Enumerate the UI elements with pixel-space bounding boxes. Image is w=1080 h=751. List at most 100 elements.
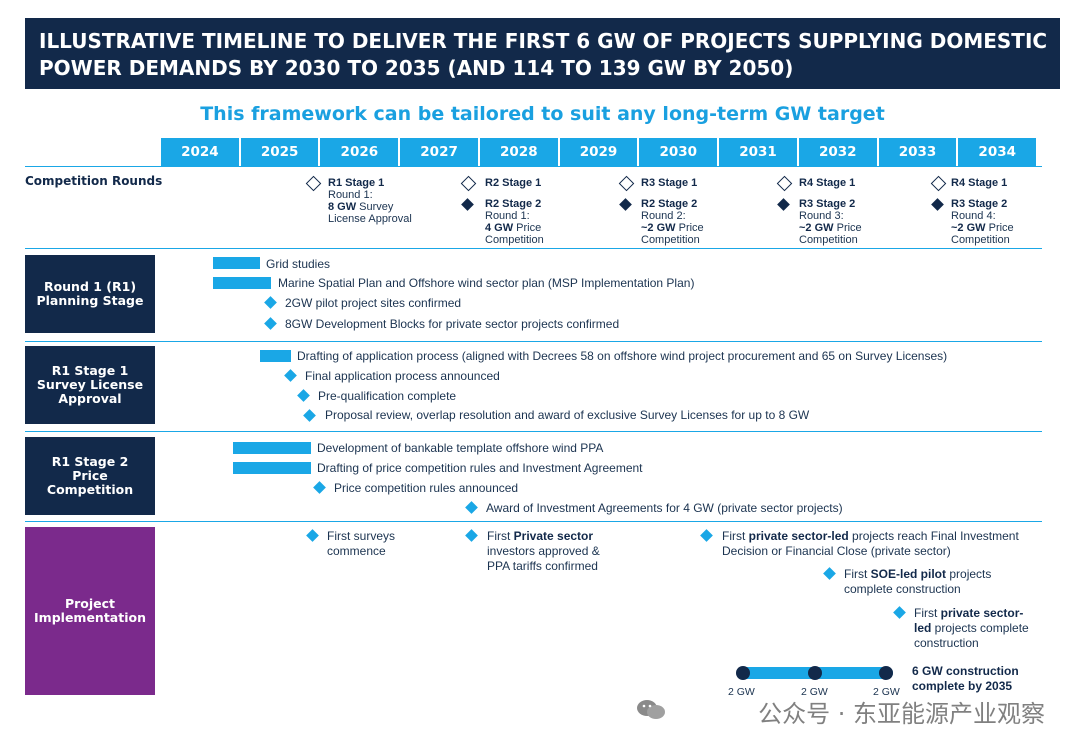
text-bold: led (914, 621, 932, 635)
round-label: Round 3: (799, 210, 844, 222)
wechat-icon (637, 700, 665, 719)
round-gw: ~2 GW (641, 222, 676, 234)
open-diamond-icon (930, 175, 947, 192)
row-label-text: R1 Stage 2 Price Competition (46, 454, 134, 497)
round-stage1: R4 Stage 1 (951, 177, 1008, 189)
header-banner: ILLUSTRATIVE TIMELINE TO DELIVER THE FIR… (25, 18, 1060, 89)
milestone-diamond-icon (823, 567, 836, 580)
open-diamond-icon (618, 175, 635, 192)
gw-label: 2 GW (728, 686, 755, 698)
milestone-diamond-icon (297, 389, 310, 402)
round-stage2: R3 Stage 2 (799, 198, 856, 210)
text-span: First (914, 606, 941, 620)
gw-label: 2 GW (873, 686, 900, 698)
final-target: 6 GW construction complete by 2035 (912, 664, 1019, 694)
item-first-surveys: First surveys commence (327, 529, 395, 559)
round-stage2: R3 Stage 2 (951, 198, 1008, 210)
text-line: First surveys (327, 529, 396, 543)
round-2034: R4 Stage 1 R3 Stage 2 Round 4: ~2 GW Pri… (951, 177, 1014, 246)
text-span: First (844, 567, 871, 581)
solid-diamond-icon (461, 198, 474, 211)
item-drafting-application: Drafting of application process (aligned… (297, 349, 948, 363)
subtitle: This framework can be tailored to suit a… (200, 103, 885, 125)
text-line: complete construction (844, 582, 961, 596)
round-price: Price (833, 222, 862, 234)
r1-survey: Survey (356, 201, 394, 213)
milestone-diamond-icon (306, 529, 319, 542)
gw-dot (736, 666, 750, 680)
round-stage1: R4 Stage 1 (799, 177, 856, 189)
round-stage1: R2 Stage 1 (485, 177, 542, 189)
text-line: construction (914, 636, 979, 650)
year-2026: 2026 (320, 138, 401, 166)
row-label-text: R1 Stage 1 Survey License Approval (36, 363, 144, 406)
bar-ppa-template (233, 442, 311, 454)
item-proposal-review: Proposal review, overlap resolution and … (325, 408, 810, 422)
item-fid: First private sector-led projects reach … (722, 529, 1019, 559)
item-8gw-blocks: 8GW Development Blocks for private secto… (285, 317, 620, 331)
bar-price-rules (233, 462, 311, 474)
milestone-diamond-icon (465, 529, 478, 542)
year-2034: 2034 (958, 138, 1037, 166)
r1-gw: 8 GW (328, 201, 357, 213)
item-2gw-pilot: 2GW pilot project sites confirmed (285, 296, 462, 310)
row-label-text: Round 1 (R1) Planning Stage (36, 279, 144, 308)
item-prequalification: Pre-qualification complete (318, 389, 457, 403)
year-2025: 2025 (240, 138, 321, 166)
open-diamond-icon (460, 175, 477, 192)
round-competition: Competition (641, 234, 700, 246)
year-2030: 2030 (639, 138, 720, 166)
round-stage1: R3 Stage 1 (641, 177, 698, 189)
solid-diamond-icon (619, 198, 632, 211)
round-gw: ~2 GW (799, 222, 834, 234)
year-bar: 2024 2025 2026 2027 2028 2029 2030 2031 … (161, 138, 1037, 166)
milestone-diamond-icon (264, 296, 277, 309)
r1-license: License Approval (328, 213, 412, 225)
round-stage2: R2 Stage 2 (485, 198, 542, 210)
text-bold: private sector-led (748, 529, 849, 543)
text-bold: Private sector (513, 529, 594, 543)
item-msp: Marine Spatial Plan and Offshore wind se… (278, 276, 695, 290)
header-title-line2: POWER DEMANDS BY 2030 TO 2035 (AND 114 T… (39, 56, 794, 80)
r1-stage1-milestone: R1 Stage 1 Round 1: 8 GW Survey License … (328, 177, 412, 225)
item-private-investors: First Private sector investors approved … (487, 529, 600, 574)
item-ppa-template: Development of bankable template offshor… (317, 441, 604, 455)
item-grid-studies: Grid studies (266, 257, 331, 271)
open-diamond-icon (305, 175, 322, 192)
divider (25, 166, 1042, 167)
gw-dot (879, 666, 893, 680)
divider (25, 521, 1042, 522)
text-line: investors approved & (487, 544, 600, 558)
item-soe-pilot: First SOE-led pilot projects complete co… (844, 567, 991, 597)
round-price: Price (985, 222, 1014, 234)
text-bold: private sector- (940, 606, 1024, 620)
divider (25, 341, 1042, 342)
gw-label: 2 GW (801, 686, 828, 698)
round-competition: Competition (485, 234, 544, 246)
milestone-diamond-icon (313, 481, 326, 494)
row-label-survey: R1 Stage 1 Survey License Approval (25, 346, 155, 424)
milestone-diamond-icon (700, 529, 713, 542)
bar-grid-studies (213, 257, 260, 269)
year-2027: 2027 (400, 138, 480, 166)
text-line: 6 GW construction (912, 664, 1019, 678)
row-label-implementation: Project Implementation (25, 527, 155, 695)
text-line: PPA tariffs confirmed (487, 559, 598, 573)
round-2032: R4 Stage 1 R3 Stage 2 Round 3: ~2 GW Pri… (799, 177, 862, 246)
year-2031: 2031 (719, 138, 799, 166)
milestone-diamond-icon (303, 409, 316, 422)
divider (25, 431, 1042, 432)
text-span: projects complete (931, 621, 1029, 635)
round-stage2: R2 Stage 2 (641, 198, 698, 210)
divider (25, 248, 1042, 249)
year-2032: 2032 (798, 138, 879, 166)
bar-msp (213, 277, 271, 289)
round-2028: R2 Stage 1 R2 Stage 2 Round 1: 4 GW Pric… (485, 177, 544, 246)
year-2028: 2028 (479, 138, 560, 166)
text-bold: SOE-led pilot (870, 567, 947, 581)
text-line: complete by 2035 (912, 679, 1013, 693)
round-competition: Competition (951, 234, 1010, 246)
r1-round-label: Round 1: (328, 189, 373, 201)
round-price: Price (513, 222, 542, 234)
item-price-rules: Drafting of price competition rules and … (317, 461, 643, 475)
